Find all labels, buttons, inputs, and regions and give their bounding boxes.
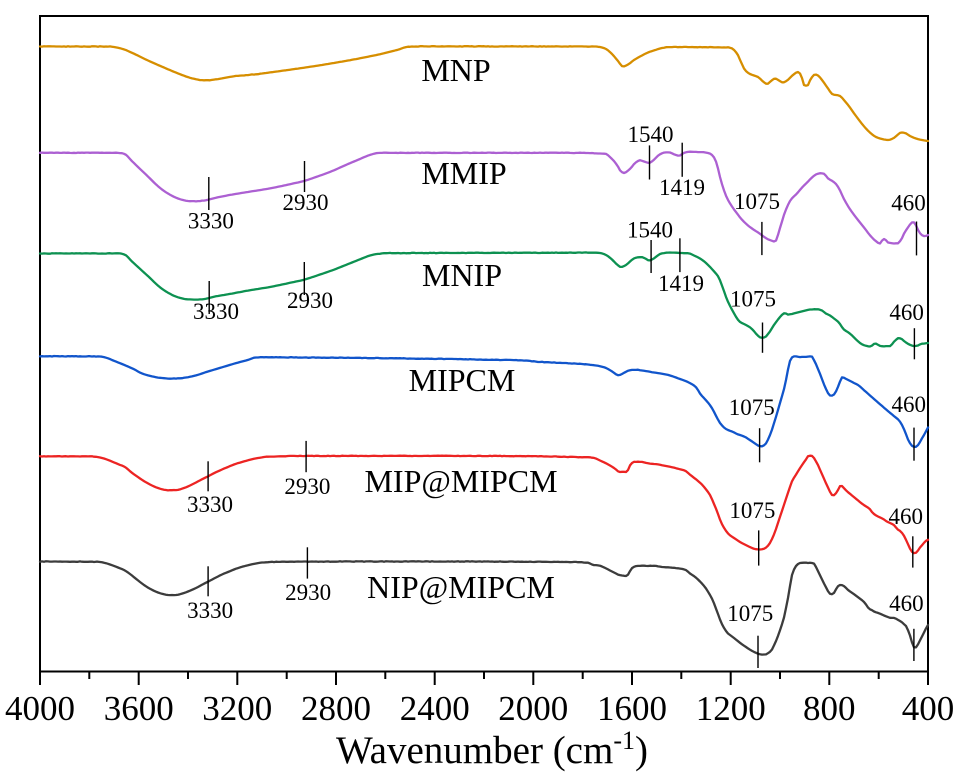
svg-text:2930: 2930 bbox=[284, 474, 330, 499]
svg-text:2800: 2800 bbox=[301, 689, 371, 728]
svg-text:800: 800 bbox=[803, 689, 856, 728]
svg-text:1540: 1540 bbox=[628, 122, 674, 147]
svg-text:460: 460 bbox=[892, 392, 927, 417]
svg-text:400: 400 bbox=[902, 689, 955, 728]
svg-text:460: 460 bbox=[889, 591, 924, 616]
svg-text:Wavenumber (cm-1): Wavenumber (cm-1) bbox=[336, 726, 648, 772]
svg-text:460: 460 bbox=[891, 191, 926, 216]
svg-text:3330: 3330 bbox=[187, 598, 233, 623]
svg-text:4000: 4000 bbox=[5, 689, 75, 728]
svg-text:2930: 2930 bbox=[285, 580, 331, 605]
svg-text:2000: 2000 bbox=[498, 689, 568, 728]
svg-text:3330: 3330 bbox=[188, 209, 234, 234]
svg-text:1540: 1540 bbox=[627, 218, 673, 243]
svg-text:1419: 1419 bbox=[658, 271, 704, 296]
svg-text:1075: 1075 bbox=[729, 395, 775, 420]
svg-text:2930: 2930 bbox=[287, 288, 333, 313]
svg-text:MMIP: MMIP bbox=[421, 155, 506, 191]
svg-text:460: 460 bbox=[889, 504, 924, 529]
svg-text:MIP@MIPCM: MIP@MIPCM bbox=[364, 463, 557, 499]
svg-text:3330: 3330 bbox=[193, 299, 239, 324]
svg-text:2400: 2400 bbox=[400, 689, 470, 728]
svg-text:460: 460 bbox=[889, 300, 924, 325]
svg-text:MIPCM: MIPCM bbox=[409, 362, 516, 398]
svg-text:1075: 1075 bbox=[730, 287, 776, 312]
svg-text:3330: 3330 bbox=[187, 492, 233, 517]
svg-text:2930: 2930 bbox=[283, 190, 329, 215]
svg-text:1075: 1075 bbox=[729, 498, 775, 523]
svg-text:1600: 1600 bbox=[597, 689, 667, 728]
svg-text:3200: 3200 bbox=[202, 689, 272, 728]
svg-text:1419: 1419 bbox=[659, 175, 705, 200]
svg-text:1200: 1200 bbox=[696, 689, 766, 728]
svg-text:NIP@MIPCM: NIP@MIPCM bbox=[367, 569, 555, 605]
svg-text:1075: 1075 bbox=[734, 189, 780, 214]
svg-text:MNIP: MNIP bbox=[422, 257, 502, 293]
svg-text:1075: 1075 bbox=[727, 601, 773, 626]
svg-text:3600: 3600 bbox=[104, 689, 174, 728]
svg-text:MNP: MNP bbox=[421, 52, 490, 88]
